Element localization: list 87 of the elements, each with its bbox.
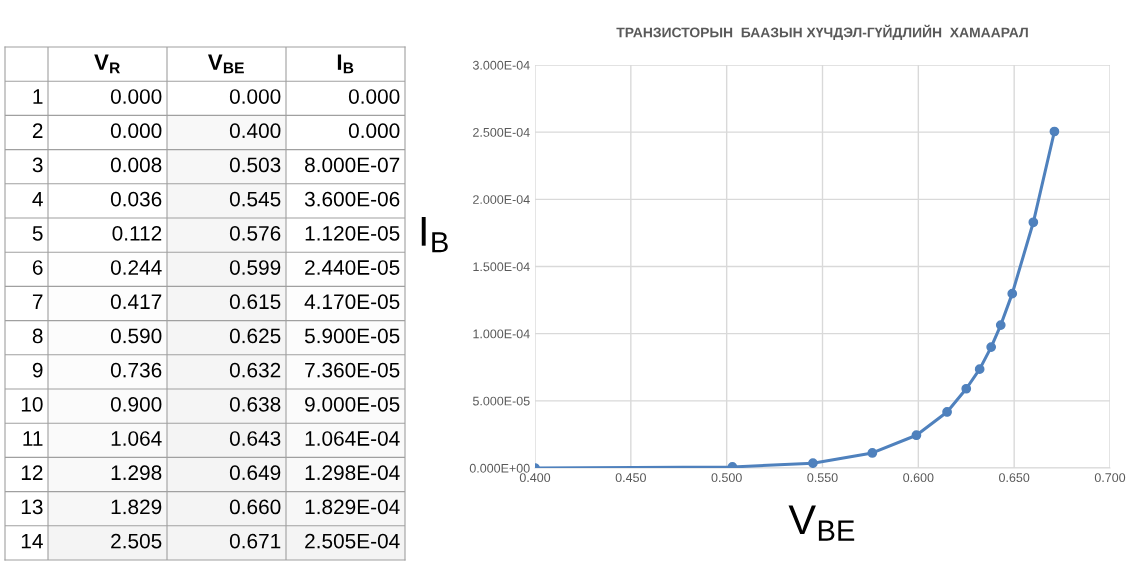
x-tick-label: I$_{B}$ — [337, 54, 354, 74]
data-label: 0.417 — [110, 294, 162, 310]
y-tick-label: 12 — [21, 465, 43, 480]
data-label: 1.829E-04 — [305, 499, 400, 515]
data-label: 0.615 — [229, 294, 281, 310]
y-tick-label: 13 — [21, 499, 43, 515]
point — [911, 430, 922, 441]
data-label: 2.440E-05 — [305, 260, 400, 275]
y-tick-label: 14 — [21, 533, 43, 549]
data-label: 1.064 — [111, 431, 162, 446]
data-label: 0.590 — [110, 328, 162, 344]
y-tick-label: 3.000E-04 — [472, 60, 530, 70]
point — [1007, 288, 1018, 299]
y-tick-label: 4 — [32, 191, 43, 207]
x-axis-title: V$_{BE}$ — [788, 505, 855, 541]
y-tick-label: 10 — [21, 396, 43, 412]
y-tick-label: 5.000E-05 — [472, 396, 530, 406]
data-label: 0.576 — [229, 225, 281, 241]
data-label: 0.000 — [229, 89, 281, 104]
data-label: 0.008 — [110, 157, 162, 173]
data-label: 9.000E-05 — [305, 396, 400, 412]
y-tick-label: 9 — [32, 362, 43, 378]
x-tick-label: V$_{BE}$ — [207, 54, 244, 74]
point — [1049, 126, 1060, 137]
x-tick-label: 0.550 — [807, 473, 838, 483]
data-label: 1.829 — [111, 499, 162, 515]
data-label: 1.298 — [111, 465, 162, 481]
x-tick-label: 0.500 — [711, 473, 742, 483]
data-label: 0.000 — [348, 89, 400, 104]
point — [1028, 217, 1039, 228]
point — [808, 458, 818, 468]
x-tick-label: 0.450 — [615, 473, 646, 483]
point — [974, 364, 985, 374]
y-tick-label: 5 — [32, 226, 43, 241]
data-label: 7.360E-05 — [305, 362, 400, 378]
data-label: 0.000 — [110, 123, 162, 139]
point — [995, 320, 1006, 330]
y-tick-label: 2.000E-04 — [473, 195, 530, 204]
data-label: 0.244 — [110, 260, 162, 275]
data-label: 0.625 — [229, 328, 281, 344]
data-label: 0.649 — [229, 465, 281, 481]
data-label: 0.632 — [229, 362, 281, 378]
data-label: 0.643 — [229, 431, 281, 446]
data-label: 1.120E-05 — [305, 225, 400, 241]
data-label: 0.503 — [229, 157, 281, 173]
y-tick-label: 2 — [32, 123, 43, 138]
y-tick-label: 2.500E-04 — [473, 127, 530, 137]
y-tick-label: 1.000E-04 — [473, 329, 530, 339]
data-label: 8.000E-07 — [305, 157, 400, 173]
point — [986, 342, 997, 352]
data-label: 0.736 — [110, 362, 162, 378]
data-label: 0.599 — [229, 260, 281, 275]
data-label: 3.600E-06 — [304, 191, 400, 207]
chart-title: ТРАНЗИСТОРЫН БААЗЫН ХҮЧДЭЛ-ГҮЙДЛИЙН ХАМААРАЛ — [616, 24, 1028, 40]
data-label: 0.036 — [110, 191, 162, 207]
y-tick-label: 1 — [33, 89, 43, 104]
point — [942, 407, 952, 417]
y-tick-label: 1.500E-04 — [473, 262, 530, 272]
y-tick-label: 11 — [23, 431, 43, 446]
y-tick-label: 3 — [32, 157, 43, 173]
data-label: 0.400 — [229, 123, 281, 139]
x-tick-label: 0.600 — [903, 473, 934, 483]
data-label: 0.900 — [110, 396, 162, 412]
x-tick-label: 0.650 — [999, 473, 1030, 483]
x-tick-label: 0.400 — [519, 473, 551, 483]
point — [867, 448, 878, 458]
y-axis-title: I$_{B}$ — [421, 217, 448, 253]
data-label: 2.505 — [111, 533, 162, 549]
point — [961, 383, 972, 394]
data-label: 0.000 — [348, 123, 400, 139]
x-tick-label: 0.700 — [1094, 473, 1126, 483]
data-label: 5.900E-05 — [304, 328, 400, 344]
data-label: 1.064E-04 — [305, 431, 400, 446]
data-label: 0.671 — [229, 533, 281, 549]
y-tick-label: 8 — [32, 328, 43, 344]
y-tick-label: 0.000E+00 — [469, 463, 530, 473]
data-label: 0.660 — [229, 499, 281, 515]
x-tick-label: V$_{R}$ — [94, 54, 120, 74]
data-label: 2.505E-04 — [305, 533, 400, 549]
data-label: 1.298E-04 — [305, 465, 400, 481]
data-label: 0.112 — [112, 225, 162, 241]
data-label: 4.170E-05 — [304, 294, 400, 310]
data-label: 0.638 — [229, 396, 281, 412]
y-tick-label: 6 — [32, 260, 43, 275]
data-label: 0.000 — [110, 89, 162, 104]
y-tick-label: 7 — [32, 294, 43, 309]
data-label: 0.545 — [229, 191, 281, 207]
